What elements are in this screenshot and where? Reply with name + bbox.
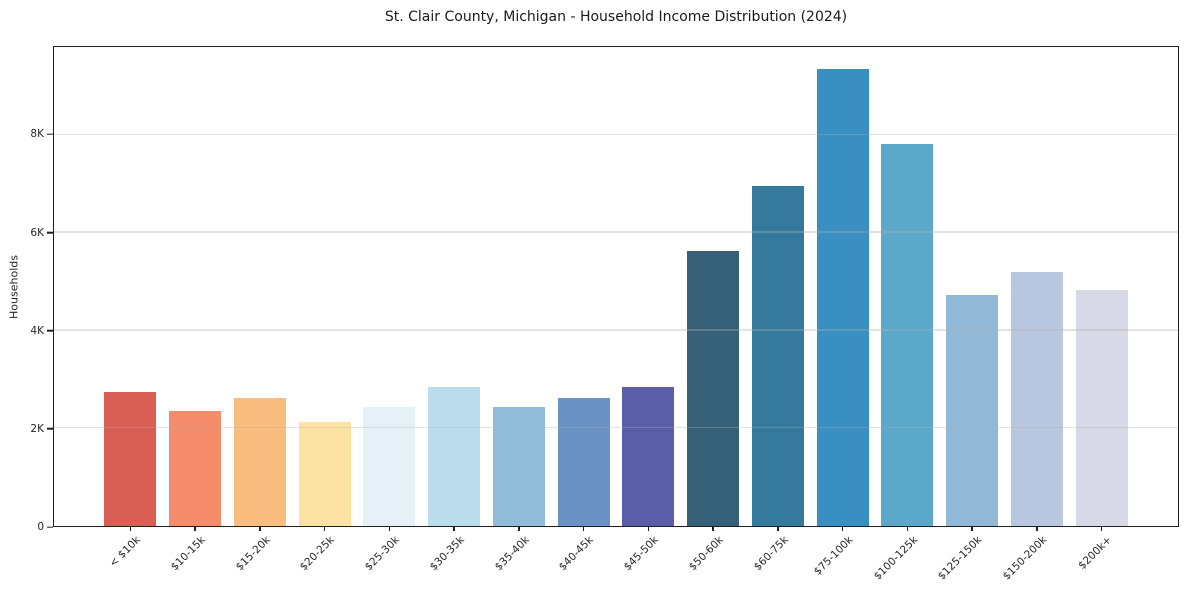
bar (946, 295, 999, 526)
bar (428, 386, 481, 526)
x-tick-mark (388, 526, 391, 531)
bar-slot: $75-100k (810, 47, 875, 578)
x-tick-label: $30-35k (427, 534, 467, 574)
y-tick-mark (47, 428, 53, 430)
x-tick-label: $200k+ (1076, 534, 1115, 572)
bar-slot: $50-60k (681, 47, 746, 573)
y-tick-mark (47, 526, 53, 528)
bar (1010, 272, 1063, 526)
x-tick-mark (518, 526, 520, 531)
x-tick-mark (777, 526, 779, 531)
x-tick-label: $60-75k (751, 534, 791, 574)
y-tick-label: 4K (30, 324, 44, 337)
x-tick-label: $125-150k (936, 534, 985, 583)
bar-slot: $60-75k (746, 47, 811, 573)
x-tick-mark (194, 526, 196, 531)
x-tick-label: $25-30k (362, 534, 402, 574)
bar-slot: $125-150k (936, 47, 1005, 583)
x-tick-mark (906, 526, 909, 531)
x-tick-label: $50-60k (686, 534, 726, 574)
bar-slot: $200k+ (1069, 47, 1134, 572)
bar (751, 185, 804, 526)
chart-title: St. Clair County, Michigan - Household I… (384, 9, 848, 25)
bar (233, 398, 286, 526)
bar-slot: $25-30k (357, 47, 422, 573)
bar (816, 69, 869, 526)
x-tick-mark (453, 526, 455, 531)
bar (622, 387, 675, 526)
bar (557, 398, 610, 526)
x-tick-mark (712, 526, 714, 531)
bar (298, 422, 351, 526)
y-tick-label: 8K (30, 128, 44, 141)
y-axis: 0 2K 4K 6K 8K (0, 46, 53, 533)
x-tick-label: $45-50k (621, 534, 661, 574)
x-tick-mark (582, 526, 585, 531)
bar-slot: $40-45k (551, 47, 616, 573)
bar (169, 410, 222, 526)
plot-area: < $10k $10-15k $15-20k $20-25k $25-30k $30-35… (53, 46, 1179, 583)
x-tick-mark (647, 526, 650, 531)
bar-slot: $20-25k (292, 47, 357, 573)
x-tick-label: $15-20k (233, 534, 273, 574)
x-tick-mark (841, 526, 844, 531)
bar-slot: $30-35k (422, 47, 487, 573)
bar-slot: $150-200k (1001, 47, 1070, 583)
x-tick-mark (971, 526, 973, 531)
x-tick-label: $75-100k (811, 534, 856, 578)
x-tick-mark (129, 526, 132, 531)
bar-slot: $10-15k (163, 47, 228, 573)
bar-slot: $15-20k (228, 47, 293, 573)
bar (687, 251, 740, 526)
x-tick-label: $20-25k (298, 534, 338, 574)
bar (881, 143, 934, 526)
x-tick-mark (323, 526, 326, 531)
x-tick-label: < $10k (107, 534, 143, 570)
bar (104, 391, 157, 526)
y-tick-mark (47, 329, 53, 332)
bar (363, 406, 416, 526)
x-tick-mark (1100, 526, 1103, 531)
bar (1075, 290, 1128, 526)
bar-slot: $35-40k (487, 47, 552, 573)
y-tick-label: 0 (37, 521, 44, 533)
x-tick-mark (1036, 526, 1038, 531)
bar (492, 406, 545, 526)
x-tick-label: $35-40k (492, 534, 532, 574)
bar-slot: $100-125k (871, 47, 940, 583)
x-tick-mark (259, 526, 261, 531)
y-tick-label: 2K (30, 422, 44, 435)
bar-slot: $45-50k (616, 47, 681, 573)
y-tick-mark (47, 133, 53, 136)
y-tick-mark (47, 231, 53, 234)
x-tick-label: $10-15k (168, 534, 208, 574)
bars-container: < $10k $10-15k $15-20k $20-25k $25-30k $30-35… (98, 47, 1134, 583)
x-tick-label: $100-125k (871, 534, 920, 583)
x-tick-label: $150-200k (1000, 534, 1050, 583)
bar-slot: < $10k (98, 47, 163, 570)
y-tick-label: 6K (30, 226, 44, 239)
x-tick-label: $40-45k (557, 534, 597, 574)
